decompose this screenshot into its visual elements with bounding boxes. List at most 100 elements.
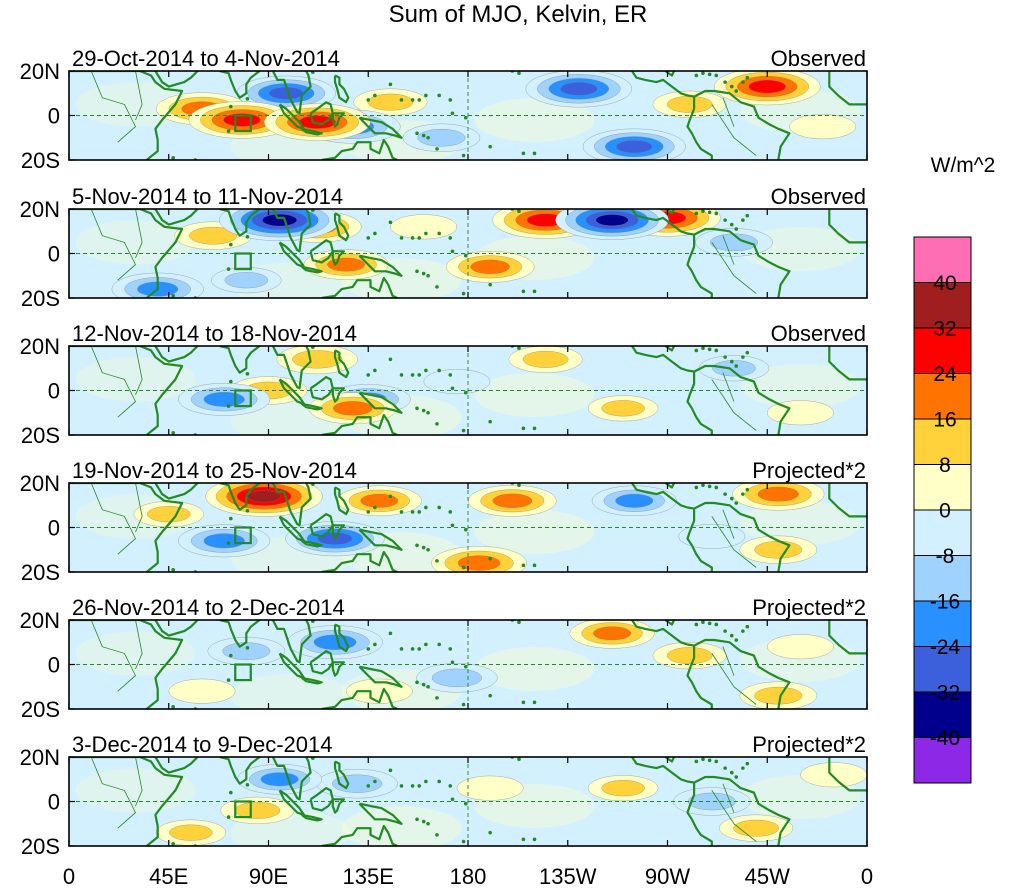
coastline-new-guinea xyxy=(358,116,403,139)
island-dot xyxy=(226,404,231,408)
country-border xyxy=(711,790,757,842)
lat-label: 0 xyxy=(48,653,60,678)
coastline-india-coast xyxy=(219,209,261,237)
colorbar-label: 24 xyxy=(933,363,957,386)
colorbar-label: -32 xyxy=(930,682,960,705)
island-dot xyxy=(463,390,468,395)
positive-anomaly-contour xyxy=(754,686,803,705)
island-dot xyxy=(532,563,537,568)
island-dot xyxy=(450,660,455,665)
island-dot xyxy=(373,642,377,647)
panel-date-range: 12-Nov-2014 to 18-Nov-2014 xyxy=(72,321,357,346)
island-dot xyxy=(463,664,468,669)
positive-anomaly-contour xyxy=(333,401,373,416)
island-dot xyxy=(388,357,393,362)
lon-label: 135E xyxy=(343,864,394,889)
island-dot xyxy=(410,784,415,788)
island-dot xyxy=(741,218,745,222)
island-dot xyxy=(488,830,492,835)
coastline-india-coast xyxy=(219,483,261,511)
island-dot xyxy=(421,819,426,824)
lat-label: 20S xyxy=(21,148,60,173)
island-dot xyxy=(723,629,727,633)
country-border xyxy=(711,516,757,568)
coastline-java xyxy=(301,127,323,136)
island-dot xyxy=(226,815,231,819)
lat-label: 0 xyxy=(48,790,60,815)
positive-anomaly-contour xyxy=(168,678,236,704)
coastline-south-america-west xyxy=(686,508,713,572)
colorbar-label: 16 xyxy=(933,409,956,432)
island-dot xyxy=(741,629,745,633)
colorbar-label: 32 xyxy=(933,318,956,341)
coastline-india-coast xyxy=(219,71,261,99)
coastline-java xyxy=(301,813,323,822)
island-dot xyxy=(734,638,739,642)
island-dot xyxy=(435,422,439,426)
island-dot xyxy=(714,622,719,627)
island-dot xyxy=(714,348,719,353)
island-dot xyxy=(448,784,453,788)
island-dot xyxy=(532,700,537,705)
negative-anomaly-contour xyxy=(260,772,299,787)
island-dot xyxy=(171,841,175,846)
lat-label: 20S xyxy=(21,697,60,722)
panel-kind-label: Observed xyxy=(771,184,866,209)
island-dot xyxy=(426,410,430,415)
island-dot xyxy=(373,231,377,236)
island-dot xyxy=(245,372,250,376)
island-dot xyxy=(517,757,521,762)
island-dot xyxy=(366,236,371,240)
colorbar-label: -8 xyxy=(936,545,955,568)
island-dot xyxy=(229,242,233,247)
lon-label: 0 xyxy=(861,864,873,889)
island-dot xyxy=(723,80,727,84)
island-dot xyxy=(171,567,175,572)
island-dot xyxy=(415,269,419,274)
island-dot xyxy=(366,510,371,514)
coastline-south-america-west xyxy=(686,96,713,160)
map-panel: 20N 0 20S 3-Dec-2014 to 9-Dec-2014 Projected… xyxy=(20,732,868,859)
island-dot xyxy=(424,505,428,510)
island-dot xyxy=(723,218,727,222)
island-dot xyxy=(410,98,415,102)
country-border xyxy=(135,483,143,533)
map-panel: 20N 0 20S 19-Nov-2014 to 25-Nov-2014 Project… xyxy=(20,458,868,585)
colorbar-units: W/m^2 xyxy=(931,154,996,177)
island-dot xyxy=(426,684,430,689)
lat-label: 20N xyxy=(20,197,60,222)
coastline-south-america xyxy=(693,501,791,572)
anomaly-field xyxy=(69,483,867,572)
positive-anomaly-contour xyxy=(767,634,834,660)
coastline-africa-coast xyxy=(69,209,184,298)
island-dot xyxy=(435,833,439,837)
coastline-africa-coast xyxy=(69,71,184,160)
negative-anomaly-contour xyxy=(423,369,491,394)
colorbar-swatch xyxy=(913,646,972,693)
island-dot xyxy=(437,642,441,647)
lon-label: 90W xyxy=(645,864,690,889)
country-border xyxy=(90,209,136,281)
island-dot xyxy=(701,620,705,625)
coastline-sulawesi xyxy=(331,661,345,677)
island-dot xyxy=(521,563,526,568)
island-dot xyxy=(701,346,705,351)
island-dot xyxy=(723,355,727,359)
lat-label: 20N xyxy=(20,745,60,770)
lon-label: 45W xyxy=(745,864,790,889)
island-dot xyxy=(421,271,426,276)
island-dot xyxy=(245,97,250,101)
coastline-arabia-coast xyxy=(154,620,199,637)
neutral-patch xyxy=(474,97,595,142)
island-dot xyxy=(741,766,745,770)
positive-anomaly-contour xyxy=(748,80,786,94)
island-dot xyxy=(701,757,705,762)
island-dot xyxy=(714,759,719,764)
coastline-sulawesi xyxy=(331,112,345,128)
island-dot xyxy=(373,779,377,784)
colorbar-label: -24 xyxy=(930,636,961,659)
coastline-yucatan-caribbean xyxy=(664,757,676,763)
island-dot xyxy=(426,821,430,826)
anomaly-field xyxy=(69,620,867,709)
